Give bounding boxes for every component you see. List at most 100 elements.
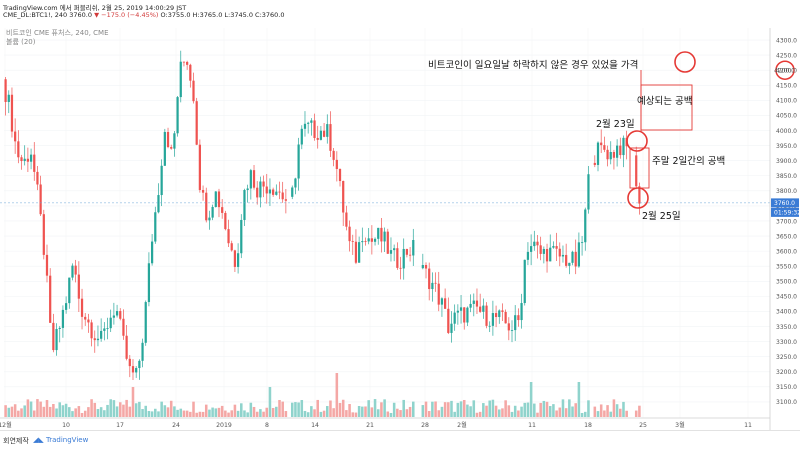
time-tick-label: 28 [421,422,429,429]
price-tick-label: 3100.0 [776,399,797,406]
candle-body [316,137,319,140]
candle-body [450,323,453,333]
volume-bar [529,382,533,417]
price-axis[interactable]: 4300.0 4250.0 4200.0 4150.0 4100.0 4050.0 4000… [769,28,800,430]
candle-body [380,227,383,242]
series-legend[interactable]: 비트코인 CME 퓨처스, 240, CME [6,29,109,37]
candle-body [638,186,641,204]
candle-body [345,212,348,227]
volume-bar [192,401,195,417]
volume-bar [459,401,463,417]
volume-bar [354,412,358,417]
volume-bar [402,399,405,417]
tradingview-logo[interactable]: ◢◣ TradingView [33,436,89,444]
volume-bar [313,409,316,417]
candle-body [64,303,68,310]
candle-body [182,61,186,63]
price-tick-label: 4200.0 [776,67,797,74]
candle-body [389,250,393,254]
candle-body [128,358,131,367]
candle-body [530,246,533,252]
volume-bar [103,410,106,417]
candle-body [189,64,192,81]
time-tick-label: 10 [62,422,70,429]
candle-body [14,131,17,142]
price-change: ▼ −175.0 (−4.45%) [94,11,159,19]
volume-bar [580,412,584,417]
candle-body [138,360,141,369]
candle-body [335,159,338,170]
candle-body [405,248,409,255]
candle-body [297,144,300,179]
volume-bar [329,400,332,417]
candle-body [542,248,545,254]
candle-body [39,184,42,215]
time-axis[interactable]: 12월 10 17 24 2019 8 14 21 28 2월 11 18 25 3월 11 [0,417,770,429]
candle-body [485,305,488,326]
candle-body [135,368,138,373]
volume-bar [278,400,281,417]
volume-bar [634,410,638,417]
volume-bar [93,402,97,417]
candle-body [584,209,587,243]
volume-bar [440,406,444,417]
price-tick-label: 4250.0 [776,52,797,59]
candle-body [201,189,205,193]
candle-body [122,318,125,336]
candle-body [249,170,252,189]
volume-bar [189,411,192,417]
volume-bar [319,411,323,417]
volume-bar [399,410,402,417]
feb23-circle [626,130,648,152]
candle-body [26,158,30,162]
candle-body [90,322,93,339]
candle-body [370,238,373,242]
candle-body [106,328,109,329]
volume-bar [603,410,606,417]
candle-body [520,303,523,321]
candle-body [141,342,144,361]
candle-body [364,241,367,242]
candle-body [20,157,23,162]
volume-bar [271,407,275,417]
volume-bar [351,412,355,417]
volume-bar [26,399,30,417]
candle-body [115,311,119,316]
volume-bar [361,406,364,417]
candle-body [622,137,625,156]
candle-body [523,259,526,304]
volume-bar [147,411,151,417]
countdown-badge [771,207,799,217]
volume-bar [383,399,386,417]
volume-bar [32,410,36,417]
author-label: 회연제작 [3,437,29,445]
candle-body [211,206,214,218]
volume-bar [485,405,488,417]
price-tick-label: 3300.0 [776,339,797,346]
volume-bar [281,401,284,417]
candle-body [131,366,135,373]
volume-bar [564,408,568,417]
candle-body [262,181,265,187]
candle-body [580,242,584,244]
volume-legend[interactable]: 볼륨 (20) [6,38,36,46]
candle-body [488,325,491,327]
price-tick-label: 3800.0 [776,188,797,195]
volume-bar [491,399,495,417]
candle-body [322,130,326,137]
candle-body [469,303,472,308]
volume-bar [357,406,361,417]
volume-bar [217,407,221,417]
candle-body [526,251,530,260]
volume-bar [453,411,456,417]
volume-bar [83,410,87,417]
candle-body [440,298,444,305]
volume-bar [450,400,453,417]
candle-body [246,188,249,191]
volume-bar [303,410,307,417]
candle-body [265,186,268,194]
volume-bar [224,410,227,417]
volume-bar [10,406,14,417]
volume-bar [138,401,141,417]
